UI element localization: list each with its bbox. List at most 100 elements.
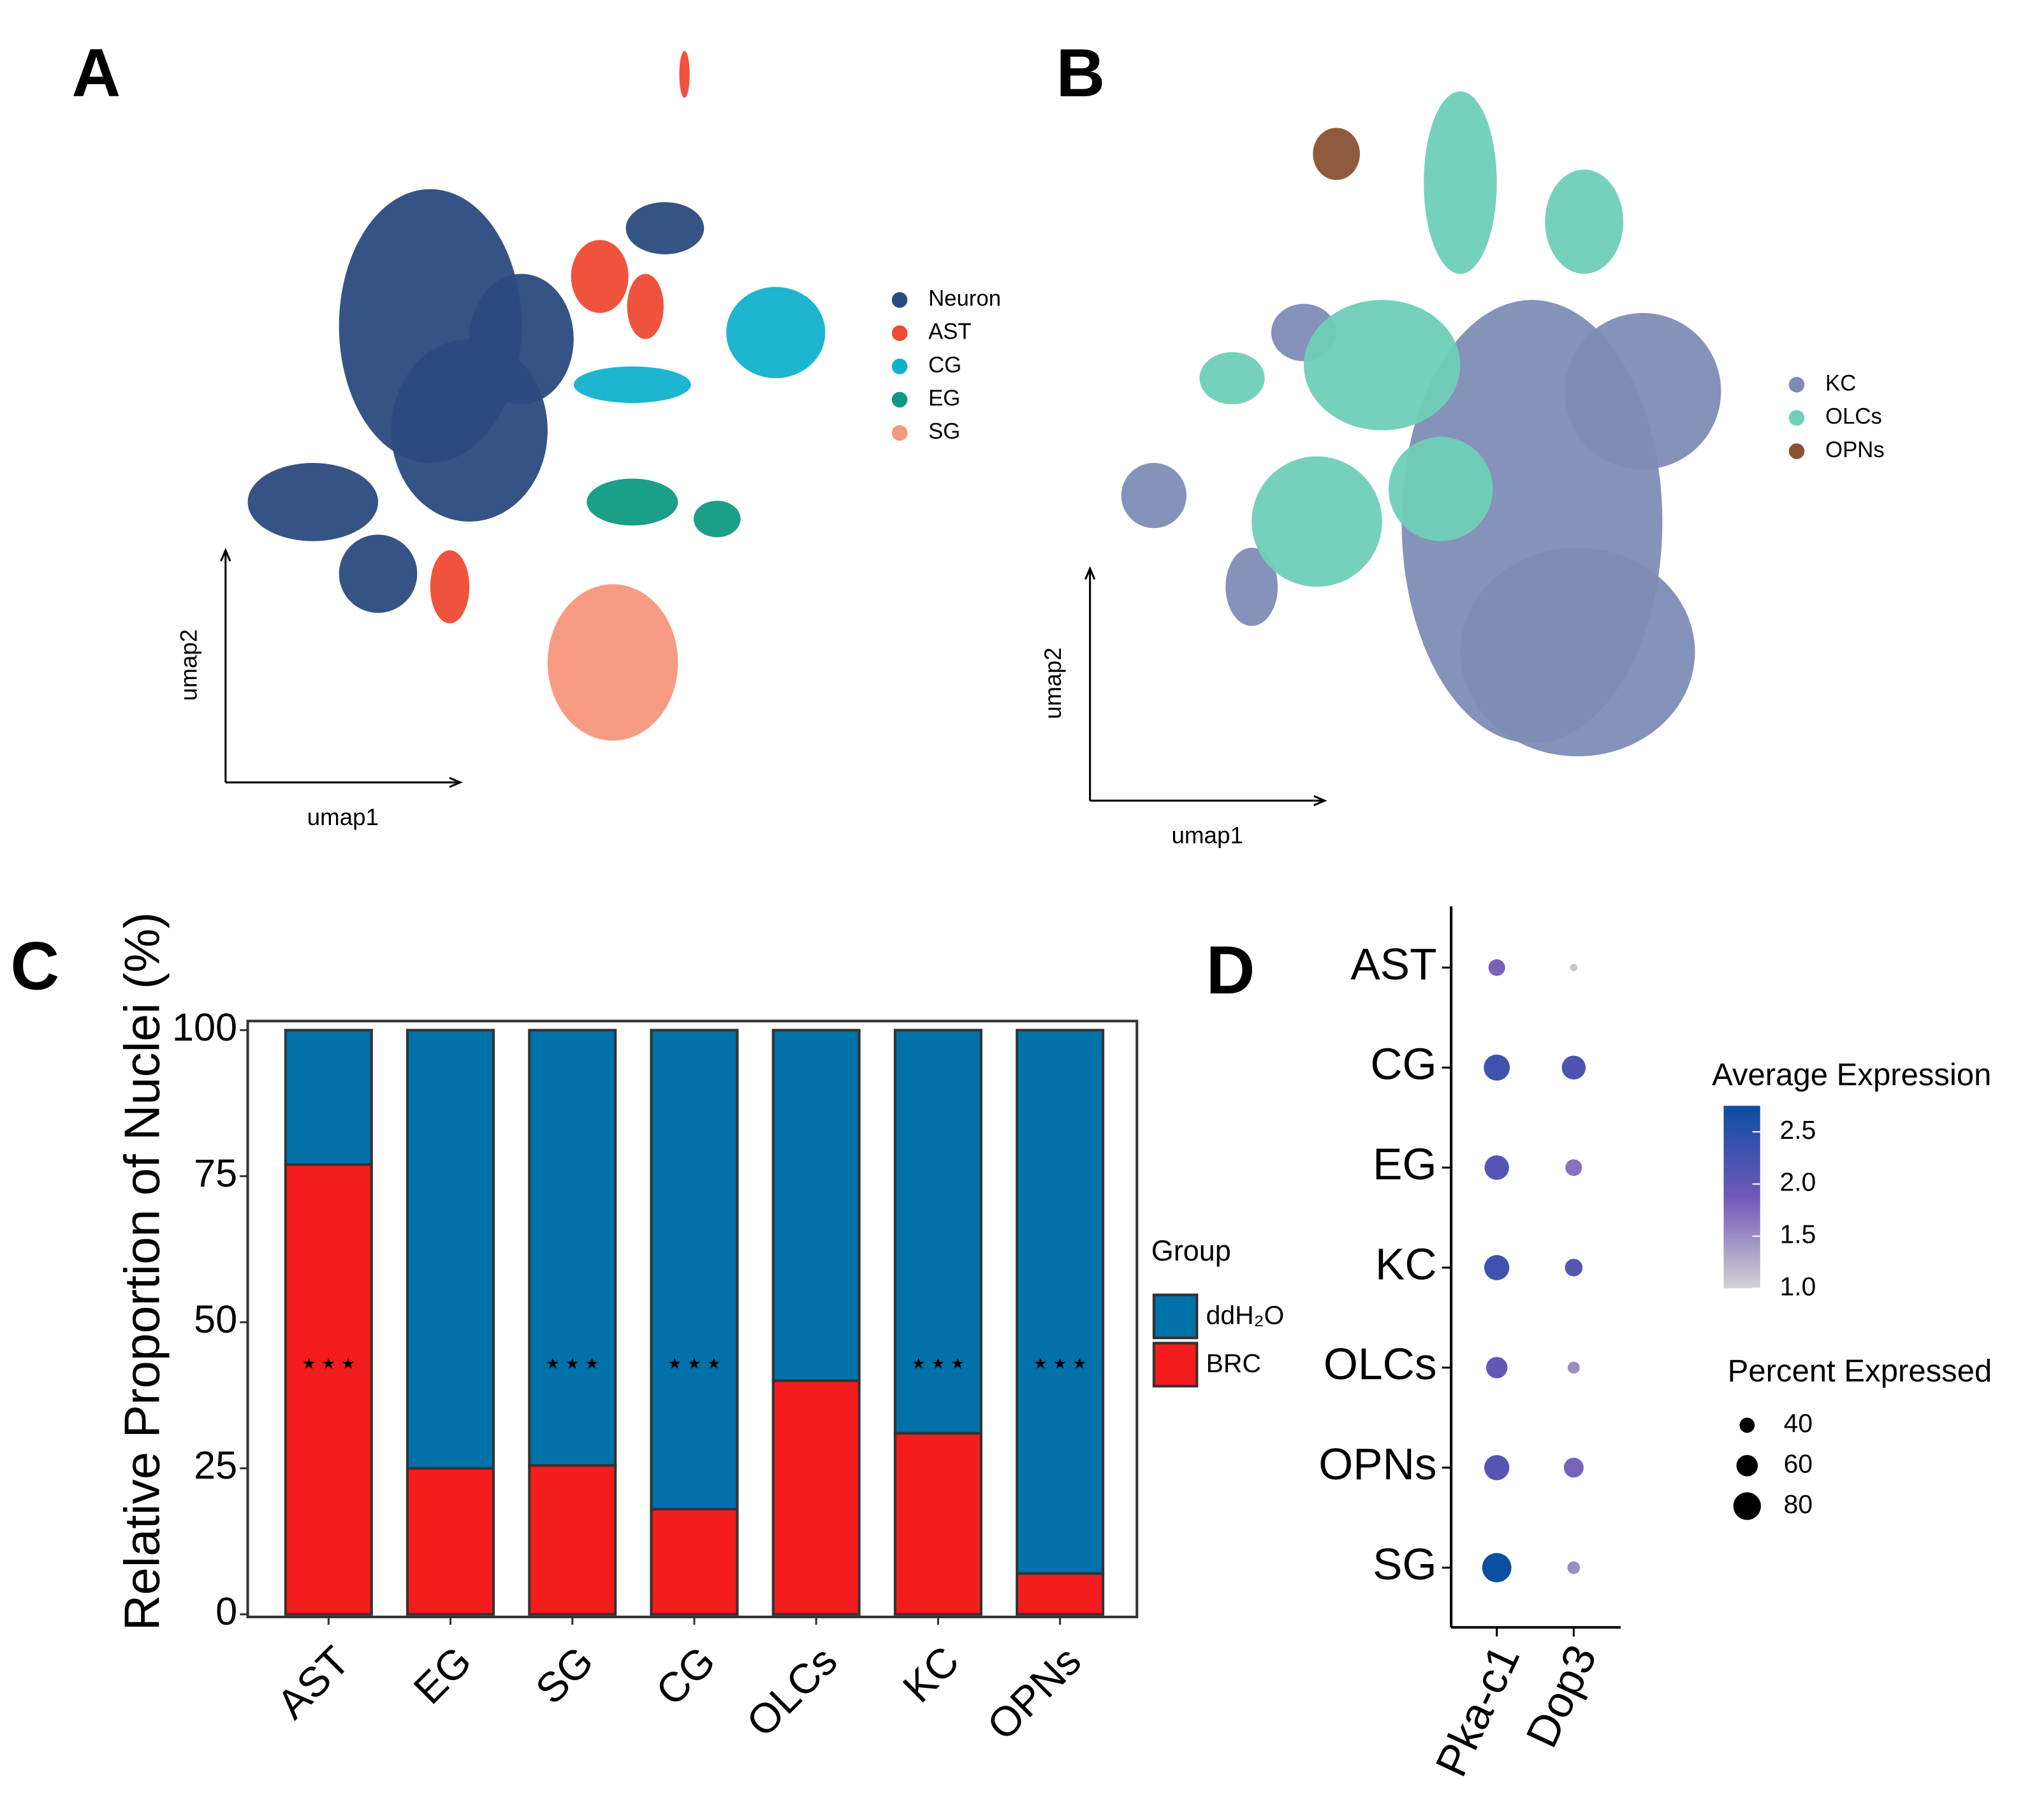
bar-segment (1016, 1572, 1105, 1616)
panel-label: A (71, 35, 120, 111)
expression-dot (1486, 1357, 1508, 1379)
x-axis-label: umap1 (1171, 823, 1243, 849)
cluster-region (1388, 437, 1493, 541)
expression-dot (1563, 1458, 1584, 1478)
bar-segment (650, 1507, 739, 1616)
panel-label: D (1206, 932, 1255, 1008)
significance-label: ⋆⋆⋆ (909, 1346, 967, 1380)
x-tick-label: KC (894, 1637, 968, 1711)
legend-label: OPNs (1825, 438, 1885, 462)
cluster-region (1313, 128, 1360, 180)
size-legend-title: Percent Expressed (1728, 1354, 1992, 1388)
y-tick-label: AST (1350, 939, 1436, 989)
expression-dot (1484, 1155, 1509, 1180)
legend-swatch (891, 392, 908, 408)
expression-dot (1567, 1361, 1580, 1374)
bar-segment (1016, 1028, 1105, 1575)
x-tick-label: AST (268, 1637, 358, 1728)
panel-label: C (10, 928, 59, 1004)
cluster-region (1565, 312, 1721, 470)
significance-label: ⋆⋆⋆ (299, 1346, 358, 1380)
legend-label: EG (928, 386, 960, 411)
bar-segment (284, 1028, 373, 1166)
cluster-region (1225, 547, 1278, 626)
y-tick-label: 50 (194, 1298, 237, 1342)
y-tick-label: 100 (172, 1006, 237, 1050)
arrow-head (1313, 795, 1327, 807)
arrow-head (220, 548, 231, 562)
legend-swatch (891, 358, 908, 374)
cluster-region (625, 202, 704, 254)
legend-swatch (1152, 1342, 1199, 1387)
x-axis-label: umap1 (307, 804, 379, 830)
size-legend-dot (1739, 1417, 1755, 1433)
cluster-region (1304, 300, 1461, 430)
legend-label: ddH₂O (1206, 1300, 1285, 1329)
x-tick-label: CG (647, 1637, 724, 1715)
cluster-region (1252, 456, 1382, 587)
significance-label: ⋆⋆⋆ (665, 1346, 724, 1380)
color-tick-label: 2.5 (1779, 1115, 1816, 1145)
x-tick-label: SG (527, 1637, 602, 1713)
bar-segment (528, 1028, 617, 1467)
cluster-region (726, 286, 826, 379)
cluster-region (469, 274, 574, 404)
expression-dot (1565, 1159, 1582, 1176)
legend-swatch (1788, 410, 1805, 426)
size-legend-dot (1736, 1454, 1758, 1477)
significance-label: ⋆⋆⋆ (1031, 1346, 1090, 1380)
cluster-region (627, 274, 664, 339)
legend-label: SG (928, 420, 960, 444)
bar-segment (771, 1028, 861, 1382)
cluster-region (430, 550, 470, 624)
x-tick-label: Pka-c1 (1426, 1637, 1529, 1783)
y-axis-label: umap2 (175, 629, 201, 701)
cluster-region (339, 534, 418, 613)
panel-label: B (1056, 35, 1105, 111)
size-legend-label: 40 (1784, 1409, 1813, 1438)
cluster-region (1424, 91, 1497, 274)
color-tick-label: 1.0 (1779, 1271, 1816, 1301)
expression-dot (1484, 1255, 1510, 1280)
color-legend-title: Average Expression (1712, 1058, 1991, 1092)
expression-dot (1484, 1455, 1510, 1481)
significance-label: ⋆⋆⋆ (543, 1346, 602, 1380)
legend-swatch (1152, 1293, 1199, 1340)
color-tick-label: 1.5 (1779, 1220, 1816, 1249)
expression-dot (1482, 1553, 1512, 1583)
legend-swatch (1788, 443, 1805, 459)
bar-segment (893, 1431, 982, 1616)
plot-frame (246, 1020, 1139, 1618)
y-tick-label: EG (1373, 1139, 1436, 1189)
y-axis-label: umap2 (1040, 647, 1066, 719)
legend-swatch (1788, 377, 1805, 393)
cluster-region (679, 50, 690, 98)
legend-label: CG (928, 353, 961, 377)
y-tick-label: OPNs (1318, 1439, 1436, 1489)
arrow-head (1084, 566, 1096, 580)
x-tick-label: EG (405, 1637, 480, 1713)
expression-dot (1565, 1259, 1583, 1277)
legend-title: Group (1151, 1234, 1231, 1267)
bar-segment (893, 1028, 982, 1435)
y-tick-label: OLCs (1324, 1339, 1437, 1389)
legend-label: OLCs (1825, 405, 1882, 429)
x-tick-label: OPNs (978, 1637, 1090, 1749)
cluster-region (587, 478, 678, 526)
color-tick-label: 2.0 (1779, 1167, 1816, 1197)
cluster-region (1199, 352, 1265, 404)
expression-dot (1488, 959, 1505, 976)
cluster-region (1545, 169, 1624, 274)
arrow-head (449, 777, 463, 788)
legend-label: Neuron (928, 287, 1001, 311)
bar-segment (528, 1464, 617, 1616)
size-legend-label: 80 (1784, 1489, 1813, 1519)
y-tick-label: CG (1370, 1039, 1436, 1089)
cluster-region (1121, 463, 1186, 529)
bar-segment (650, 1028, 739, 1511)
x-tick-label: Dop3 (1516, 1637, 1606, 1755)
legend-label: BRC (1206, 1349, 1261, 1378)
y-tick-label: KC (1375, 1239, 1437, 1289)
legend-label: AST (928, 320, 972, 344)
